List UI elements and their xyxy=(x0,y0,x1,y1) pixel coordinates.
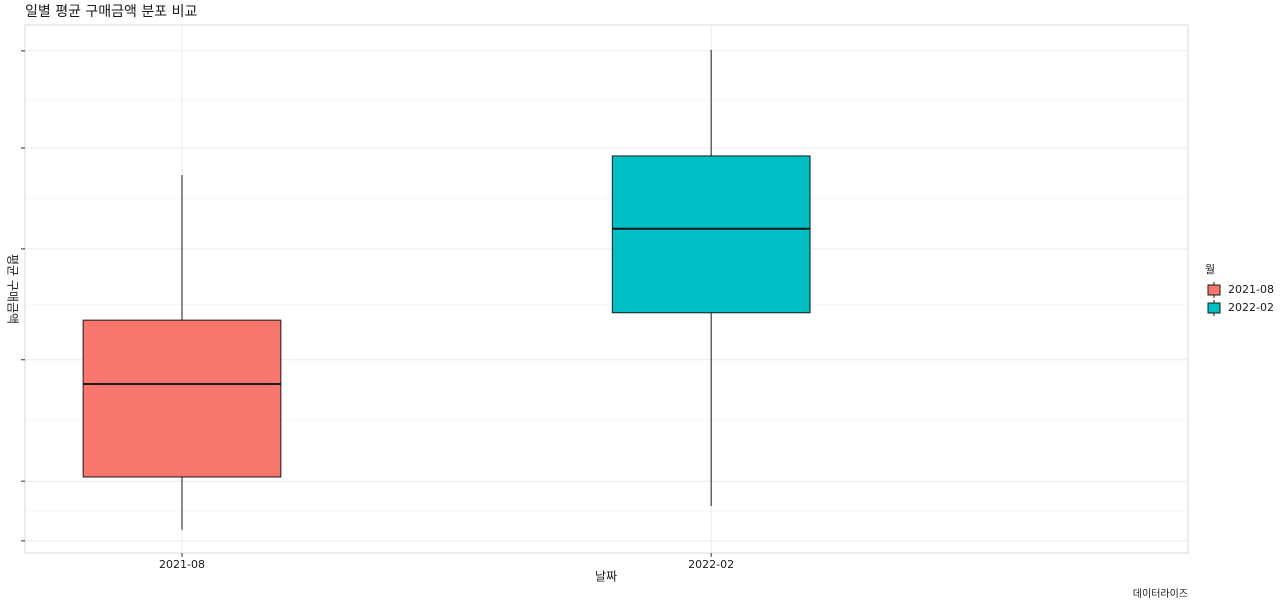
legend-title: 월 xyxy=(1205,263,1215,276)
box xyxy=(611,155,811,314)
y-axis-label: 평균 구매금액 xyxy=(6,254,20,324)
x-tick-label: 2021-08 xyxy=(159,558,205,571)
legend-key xyxy=(1207,302,1221,314)
x-tick-label: 2022-02 xyxy=(688,558,734,571)
legend-label: 2022-02 xyxy=(1228,301,1274,314)
box xyxy=(82,319,282,478)
x-axis-label: 날짜 xyxy=(595,570,617,584)
panel-border xyxy=(24,24,1189,554)
caption: 데이터라이즈 xyxy=(1133,588,1188,600)
legend-key xyxy=(1207,284,1221,296)
legend-label: 2021-08 xyxy=(1228,283,1274,296)
chart-title: 일별 평균 구매금액 분포 비교 xyxy=(25,4,197,20)
